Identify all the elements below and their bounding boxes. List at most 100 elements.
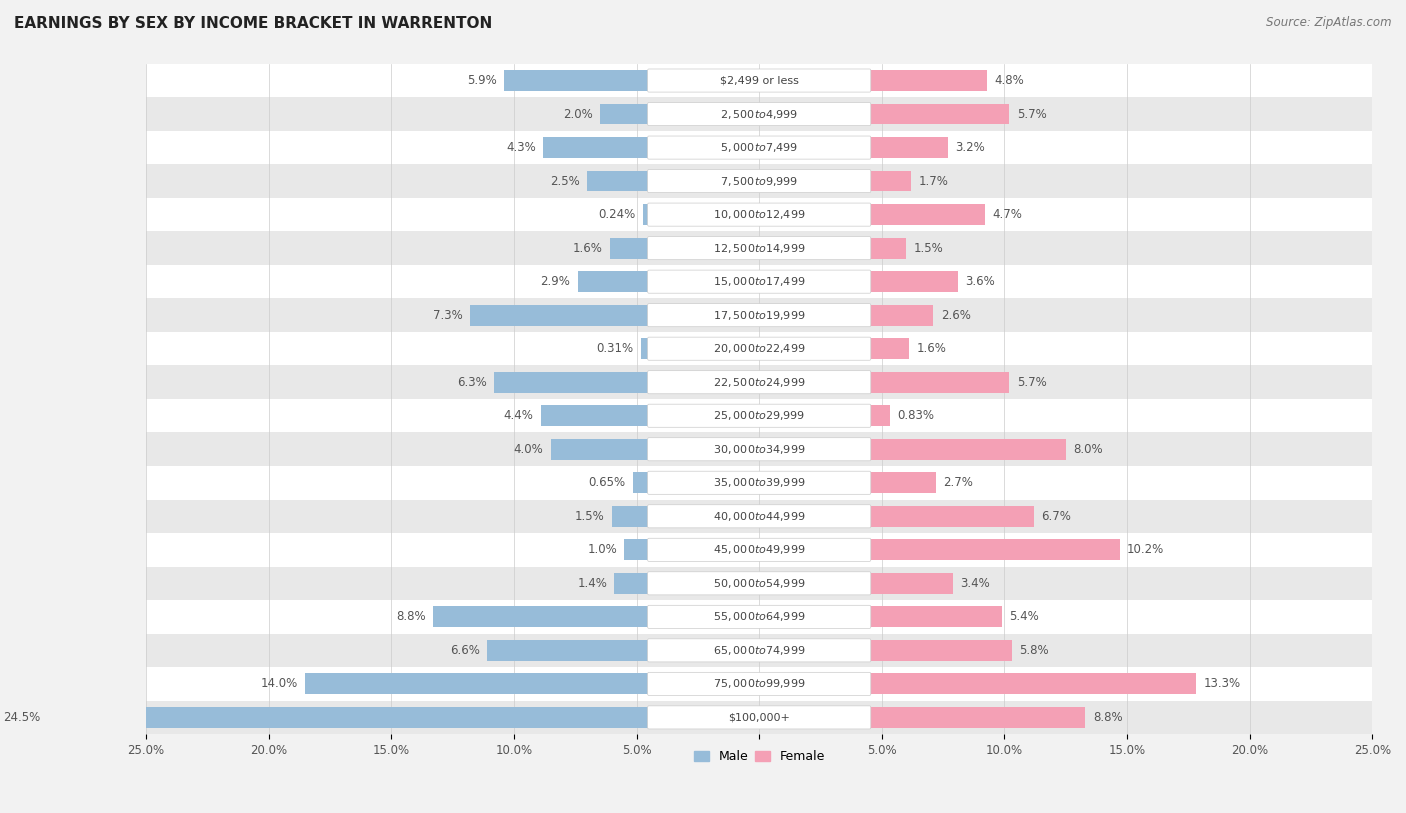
Bar [612,506,648,527]
Text: 4.4%: 4.4% [503,409,533,422]
Text: $2,499 or less: $2,499 or less [720,76,799,85]
Bar [578,272,648,292]
Text: 5.4%: 5.4% [1010,611,1039,624]
Bar [433,606,648,628]
Text: 5.9%: 5.9% [467,74,496,87]
FancyBboxPatch shape [146,600,1372,633]
Text: 0.31%: 0.31% [596,342,634,355]
Bar [624,539,648,560]
Legend: Male, Female: Male, Female [689,746,830,768]
FancyBboxPatch shape [648,102,870,125]
Text: 3.4%: 3.4% [960,577,990,590]
Text: 2.0%: 2.0% [562,107,592,120]
Text: $35,000 to $39,999: $35,000 to $39,999 [713,476,806,489]
Bar [869,104,1010,124]
FancyBboxPatch shape [146,98,1372,131]
Text: $100,000+: $100,000+ [728,712,790,723]
FancyBboxPatch shape [648,203,870,226]
FancyBboxPatch shape [146,265,1372,298]
Text: $25,000 to $29,999: $25,000 to $29,999 [713,409,806,422]
Bar [614,573,648,593]
Bar [869,137,948,158]
Bar [305,673,648,694]
Text: $75,000 to $99,999: $75,000 to $99,999 [713,677,806,690]
Text: $15,000 to $17,499: $15,000 to $17,499 [713,275,806,288]
Text: $55,000 to $64,999: $55,000 to $64,999 [713,611,806,624]
Bar [869,406,890,426]
Bar [869,272,957,292]
FancyBboxPatch shape [146,667,1372,701]
Text: $45,000 to $49,999: $45,000 to $49,999 [713,543,806,556]
FancyBboxPatch shape [648,170,870,193]
Text: 8.8%: 8.8% [396,611,426,624]
FancyBboxPatch shape [146,533,1372,567]
Text: 1.6%: 1.6% [572,241,602,254]
FancyBboxPatch shape [146,567,1372,600]
Bar [869,372,1010,393]
FancyBboxPatch shape [648,303,870,327]
Bar [495,372,648,393]
FancyBboxPatch shape [146,466,1372,499]
Text: 13.3%: 13.3% [1204,677,1240,690]
Bar [869,707,1085,728]
FancyBboxPatch shape [146,332,1372,366]
Text: $50,000 to $54,999: $50,000 to $54,999 [713,577,806,590]
Text: 6.7%: 6.7% [1042,510,1071,523]
Text: 1.5%: 1.5% [575,510,605,523]
FancyBboxPatch shape [648,437,870,461]
Text: 8.0%: 8.0% [1073,443,1102,456]
FancyBboxPatch shape [648,69,870,92]
FancyBboxPatch shape [648,572,870,595]
FancyBboxPatch shape [648,237,870,259]
Bar [869,640,1012,661]
Text: 3.6%: 3.6% [966,275,995,288]
Text: $20,000 to $22,499: $20,000 to $22,499 [713,342,806,355]
Text: Source: ZipAtlas.com: Source: ZipAtlas.com [1267,16,1392,29]
Text: 1.4%: 1.4% [578,577,607,590]
Text: $2,500 to $4,999: $2,500 to $4,999 [720,107,799,120]
Text: 5.7%: 5.7% [1017,376,1046,389]
FancyBboxPatch shape [146,499,1372,533]
Text: 5.8%: 5.8% [1019,644,1049,657]
FancyBboxPatch shape [146,63,1372,98]
Text: 10.2%: 10.2% [1128,543,1164,556]
FancyBboxPatch shape [648,505,870,528]
Text: 14.0%: 14.0% [260,677,298,690]
Text: $22,500 to $24,999: $22,500 to $24,999 [713,376,806,389]
FancyBboxPatch shape [648,538,870,561]
Text: $40,000 to $44,999: $40,000 to $44,999 [713,510,806,523]
FancyBboxPatch shape [146,633,1372,667]
FancyBboxPatch shape [146,366,1372,399]
FancyBboxPatch shape [146,701,1372,734]
Text: 0.83%: 0.83% [897,409,935,422]
Bar [470,305,648,325]
Bar [643,204,648,225]
FancyBboxPatch shape [648,136,870,159]
Text: 7.3%: 7.3% [433,309,463,322]
Bar [869,472,936,493]
Text: 2.6%: 2.6% [941,309,970,322]
Text: $12,500 to $14,999: $12,500 to $14,999 [713,241,806,254]
Bar [869,338,908,359]
Bar [600,104,648,124]
Text: 5.7%: 5.7% [1017,107,1046,120]
Text: $17,500 to $19,999: $17,500 to $19,999 [713,309,806,322]
Bar [869,305,934,325]
Text: $65,000 to $74,999: $65,000 to $74,999 [713,644,806,657]
FancyBboxPatch shape [146,298,1372,332]
FancyBboxPatch shape [648,472,870,494]
Text: EARNINGS BY SEX BY INCOME BRACKET IN WARRENTON: EARNINGS BY SEX BY INCOME BRACKET IN WAR… [14,16,492,31]
Text: 2.5%: 2.5% [550,175,581,188]
FancyBboxPatch shape [146,399,1372,433]
FancyBboxPatch shape [146,131,1372,164]
Text: 0.24%: 0.24% [599,208,636,221]
Bar [869,539,1119,560]
Text: $30,000 to $34,999: $30,000 to $34,999 [713,443,806,456]
Text: 3.2%: 3.2% [956,141,986,154]
Bar [541,406,648,426]
Text: 6.3%: 6.3% [457,376,486,389]
Bar [869,70,987,91]
FancyBboxPatch shape [648,606,870,628]
FancyBboxPatch shape [648,672,870,695]
Bar [869,606,1002,628]
